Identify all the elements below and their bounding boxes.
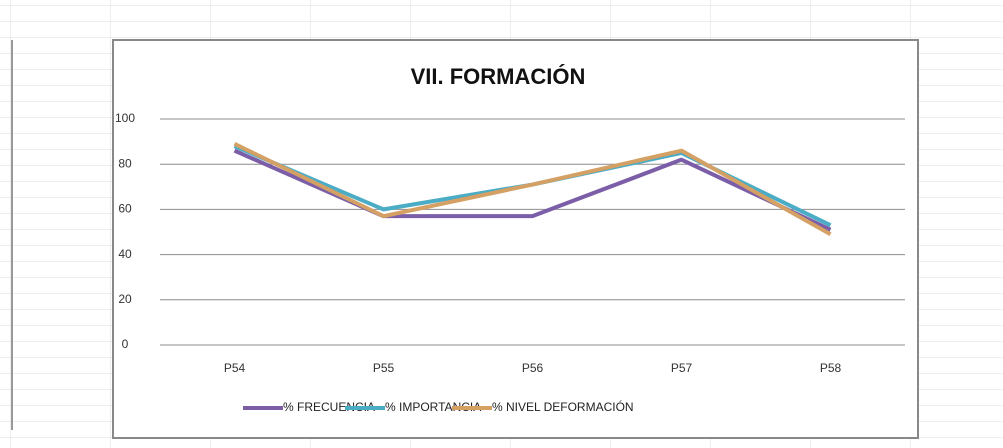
chart-title: VII. FORMACIÓN xyxy=(411,64,586,89)
x-tick-label: P54 xyxy=(224,361,246,375)
series-line xyxy=(233,142,832,237)
x-tick-label: P56 xyxy=(522,361,544,375)
legend-label: % IMPORTANCIA xyxy=(385,400,481,414)
chart-frame xyxy=(112,39,919,439)
y-tick-label: 100 xyxy=(115,111,135,125)
x-tick-label: P58 xyxy=(820,361,842,375)
legend-label: % NIVEL DEFORMACIÓN xyxy=(492,399,634,414)
y-tick-label: 20 xyxy=(118,292,132,306)
legend-label: % FRECUENCIA xyxy=(283,400,375,414)
series-line xyxy=(233,148,832,232)
y-tick-label: 40 xyxy=(118,247,132,261)
x-tick-label: P55 xyxy=(373,361,395,375)
y-tick-label: 60 xyxy=(118,202,132,216)
y-tick-label: 0 xyxy=(122,337,129,351)
y-tick-label: 80 xyxy=(118,156,132,170)
x-tick-label: P57 xyxy=(671,361,693,375)
